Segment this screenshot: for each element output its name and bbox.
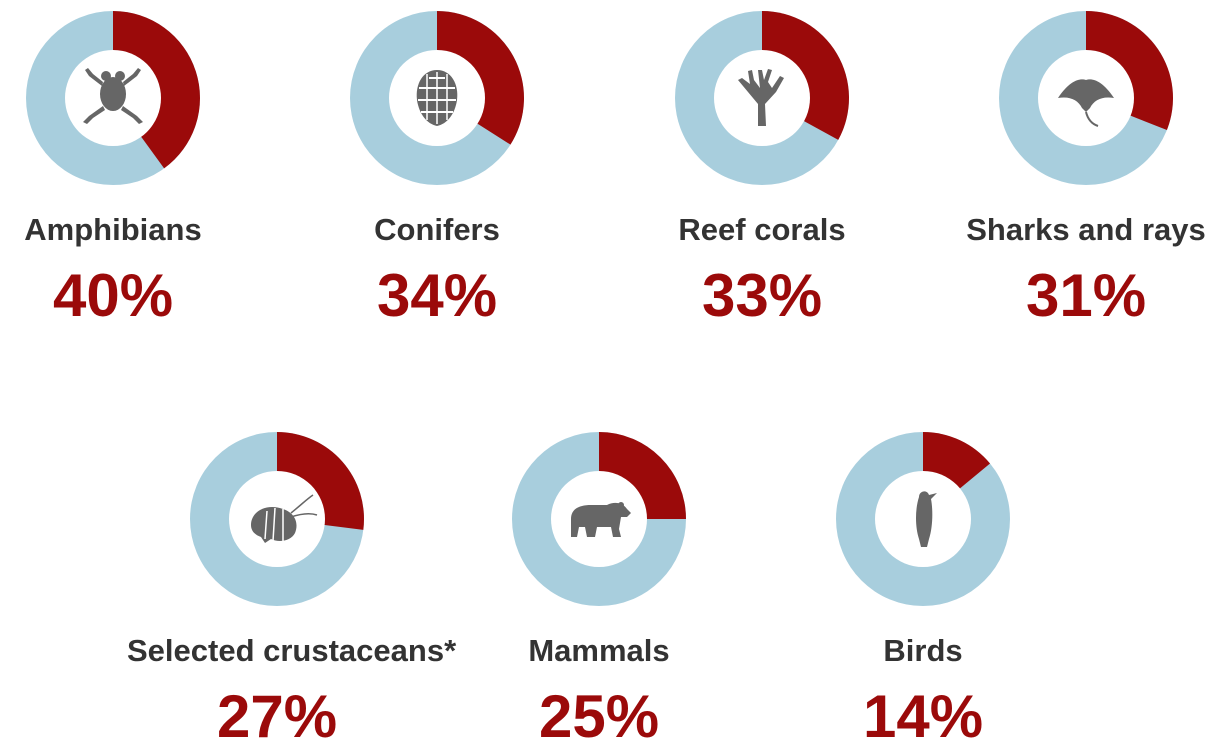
donut-chart-item: Sharks and rays 31% — [936, 8, 1227, 328]
category-label: Birds — [883, 633, 963, 668]
percentage-value: 25% — [538, 683, 660, 750]
donut-chart — [190, 432, 364, 606]
bear-icon — [571, 502, 631, 537]
percentage-value: 34% — [376, 262, 498, 329]
donut-chart-item: Birds 14% — [773, 429, 1073, 749]
percentage-value: 14% — [862, 683, 984, 750]
donut-chart — [512, 432, 686, 606]
donut-chart — [26, 11, 200, 185]
donut-chart-item: Amphibians 40% — [0, 8, 263, 328]
shrimp-icon — [251, 494, 318, 543]
pine-cone-icon — [416, 70, 458, 126]
donut-chart — [675, 11, 849, 185]
donut-chart-item: Reef corals 33% — [612, 8, 912, 328]
category-label: Sharks and rays — [966, 212, 1206, 247]
donut-chart-item: Mammals 25% — [449, 429, 749, 749]
category-label: Mammals — [528, 633, 670, 668]
percentage-value: 31% — [1025, 262, 1147, 329]
percentage-value: 33% — [701, 262, 823, 329]
category-label: Amphibians — [24, 212, 202, 247]
donut-chart — [350, 11, 525, 185]
frog-icon — [83, 68, 143, 124]
donut-chart-item: Conifers 34% — [287, 8, 587, 328]
category-label: Conifers — [374, 212, 500, 247]
manta-ray-icon — [1058, 79, 1114, 127]
coral-icon — [738, 69, 784, 126]
category-label: Selected crustaceans* — [127, 633, 457, 668]
bird-icon — [916, 491, 937, 547]
percentage-value: 27% — [216, 683, 338, 750]
donut-chart-item: Selected crustaceans* 27% — [127, 429, 457, 750]
category-label: Reef corals — [678, 212, 846, 247]
donut-chart — [999, 11, 1174, 185]
percentage-value: 40% — [52, 262, 174, 329]
donut-chart — [836, 432, 1010, 606]
